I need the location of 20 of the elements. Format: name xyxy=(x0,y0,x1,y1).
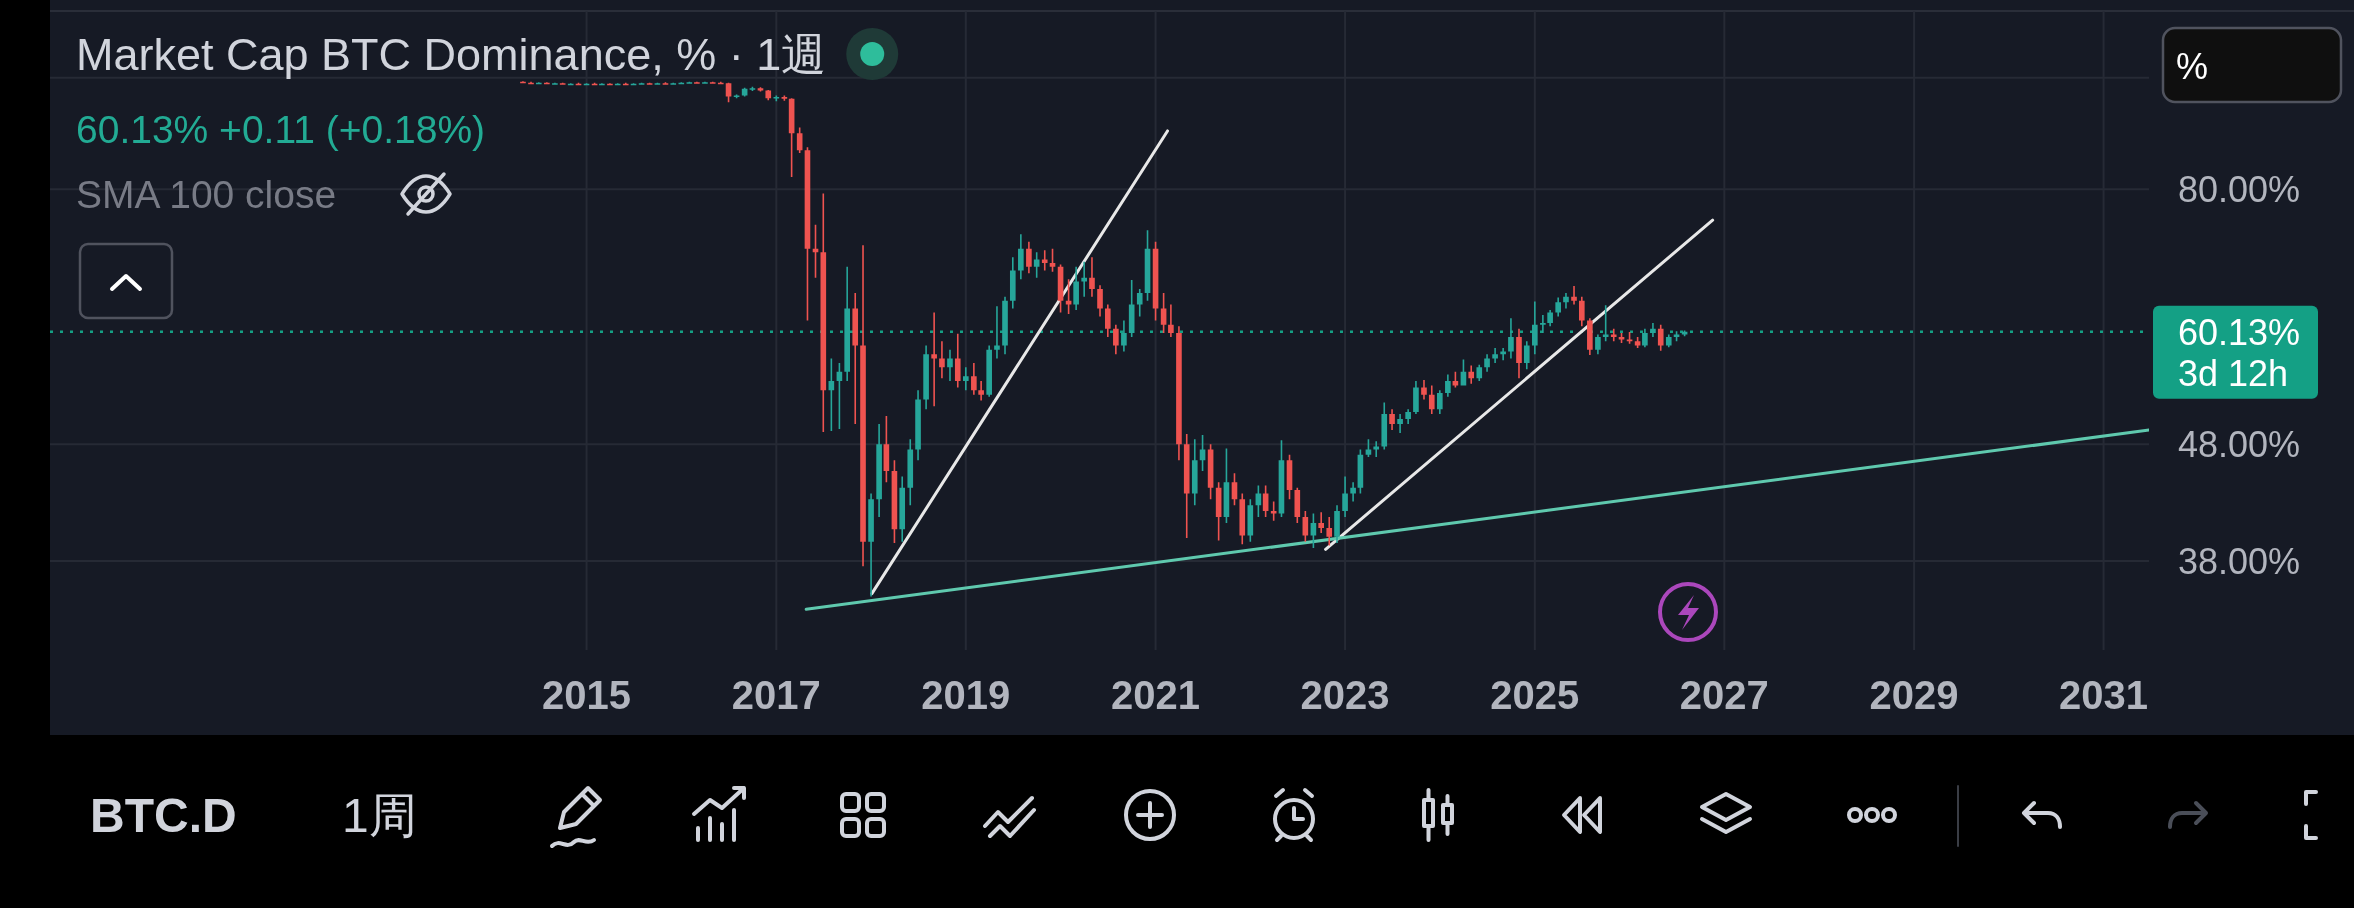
x-tick-label: 2027 xyxy=(1679,673,1769,717)
y-tick-label: 38.00% xyxy=(2178,540,2301,582)
x-tick-label: 2025 xyxy=(1490,673,1580,717)
y-tick-label: 80.00% xyxy=(2178,168,2301,210)
x-tick-label: 2023 xyxy=(1300,673,1390,717)
x-tick-label: 2019 xyxy=(921,673,1011,717)
x-tick-label: 2029 xyxy=(1869,673,1959,717)
annotation: SMA 100 close xyxy=(76,172,337,216)
y-tick-label: 48.00% xyxy=(2178,423,2301,465)
x-tick-label: 2015 xyxy=(542,673,632,717)
title: Market Cap BTC Dominance, % · 1週 xyxy=(76,28,827,80)
annotation: 1周 xyxy=(342,788,417,842)
x-tick-label: 2031 xyxy=(2059,673,2149,717)
x-tick-label: 2017 xyxy=(731,673,821,717)
ref-line-label: 60.13% 3d 12h xyxy=(2178,311,2301,394)
annotation: % xyxy=(2161,26,2343,104)
x-tick-label: 2021 xyxy=(1111,673,1201,717)
annotation: 60.13% +0.11 (+0.18%) xyxy=(76,107,486,151)
annotation: BTC.D xyxy=(90,788,237,842)
ref-line-label: 60.13% 3d 12h xyxy=(2153,305,2318,399)
